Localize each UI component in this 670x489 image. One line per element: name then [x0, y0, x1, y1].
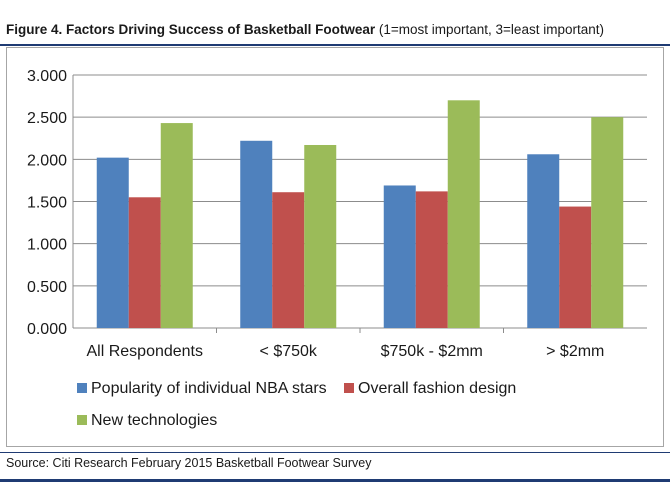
y-tick-label: 3.000 — [27, 68, 67, 85]
bar — [415, 191, 448, 328]
figure-header: Figure 4. Factors Driving Success of Bas… — [0, 4, 670, 46]
source-note: Source: Citi Research February 2015 Bask… — [6, 456, 372, 470]
figure-title-note: (1=most important, 3=least important) — [378, 22, 604, 37]
figure-title-bold: Figure 4. Factors Driving Success of Bas… — [6, 22, 376, 37]
x-tick-label: $750k - $2mm — [381, 343, 483, 360]
bar — [559, 206, 592, 328]
y-tick-label: 2.500 — [27, 110, 67, 127]
source-divider — [0, 452, 670, 453]
bar — [240, 140, 273, 328]
title-divider — [0, 44, 670, 46]
legend-label: New technologies — [91, 412, 217, 429]
y-tick-label: 1.500 — [27, 195, 67, 212]
bar-chart: 0.000 0.500 1.000 1.500 2.000 2.500 3.000 All R… — [27, 68, 647, 429]
legend-swatch — [77, 415, 87, 425]
legend-swatch — [344, 383, 354, 393]
bar — [527, 154, 560, 328]
x-tick-label: All Respondents — [86, 343, 203, 360]
x-tick-label: > $2mm — [546, 343, 604, 360]
bar — [304, 144, 337, 328]
bar — [272, 192, 305, 328]
bar — [447, 100, 480, 328]
y-tick-label: 0.500 — [27, 279, 67, 296]
legend-label: Overall fashion design — [358, 380, 516, 397]
y-tick-label: 1.000 — [27, 237, 67, 254]
bar — [591, 117, 624, 329]
legend-swatch — [77, 383, 87, 393]
bar — [128, 197, 161, 328]
y-tick-label: 0.000 — [27, 321, 67, 338]
figure-title: Figure 4. Factors Driving Success of Bas… — [6, 22, 604, 37]
bottom-divider — [0, 479, 670, 482]
bar — [383, 185, 416, 328]
bar — [160, 123, 193, 328]
bar — [96, 157, 129, 328]
chart-frame: 0.000 0.500 1.000 1.500 2.000 2.500 3.000 All R… — [6, 47, 664, 447]
y-tick-label: 2.000 — [27, 152, 67, 169]
x-tick-label: < $750k — [260, 343, 318, 360]
legend-label: Popularity of individual NBA stars — [91, 380, 327, 397]
